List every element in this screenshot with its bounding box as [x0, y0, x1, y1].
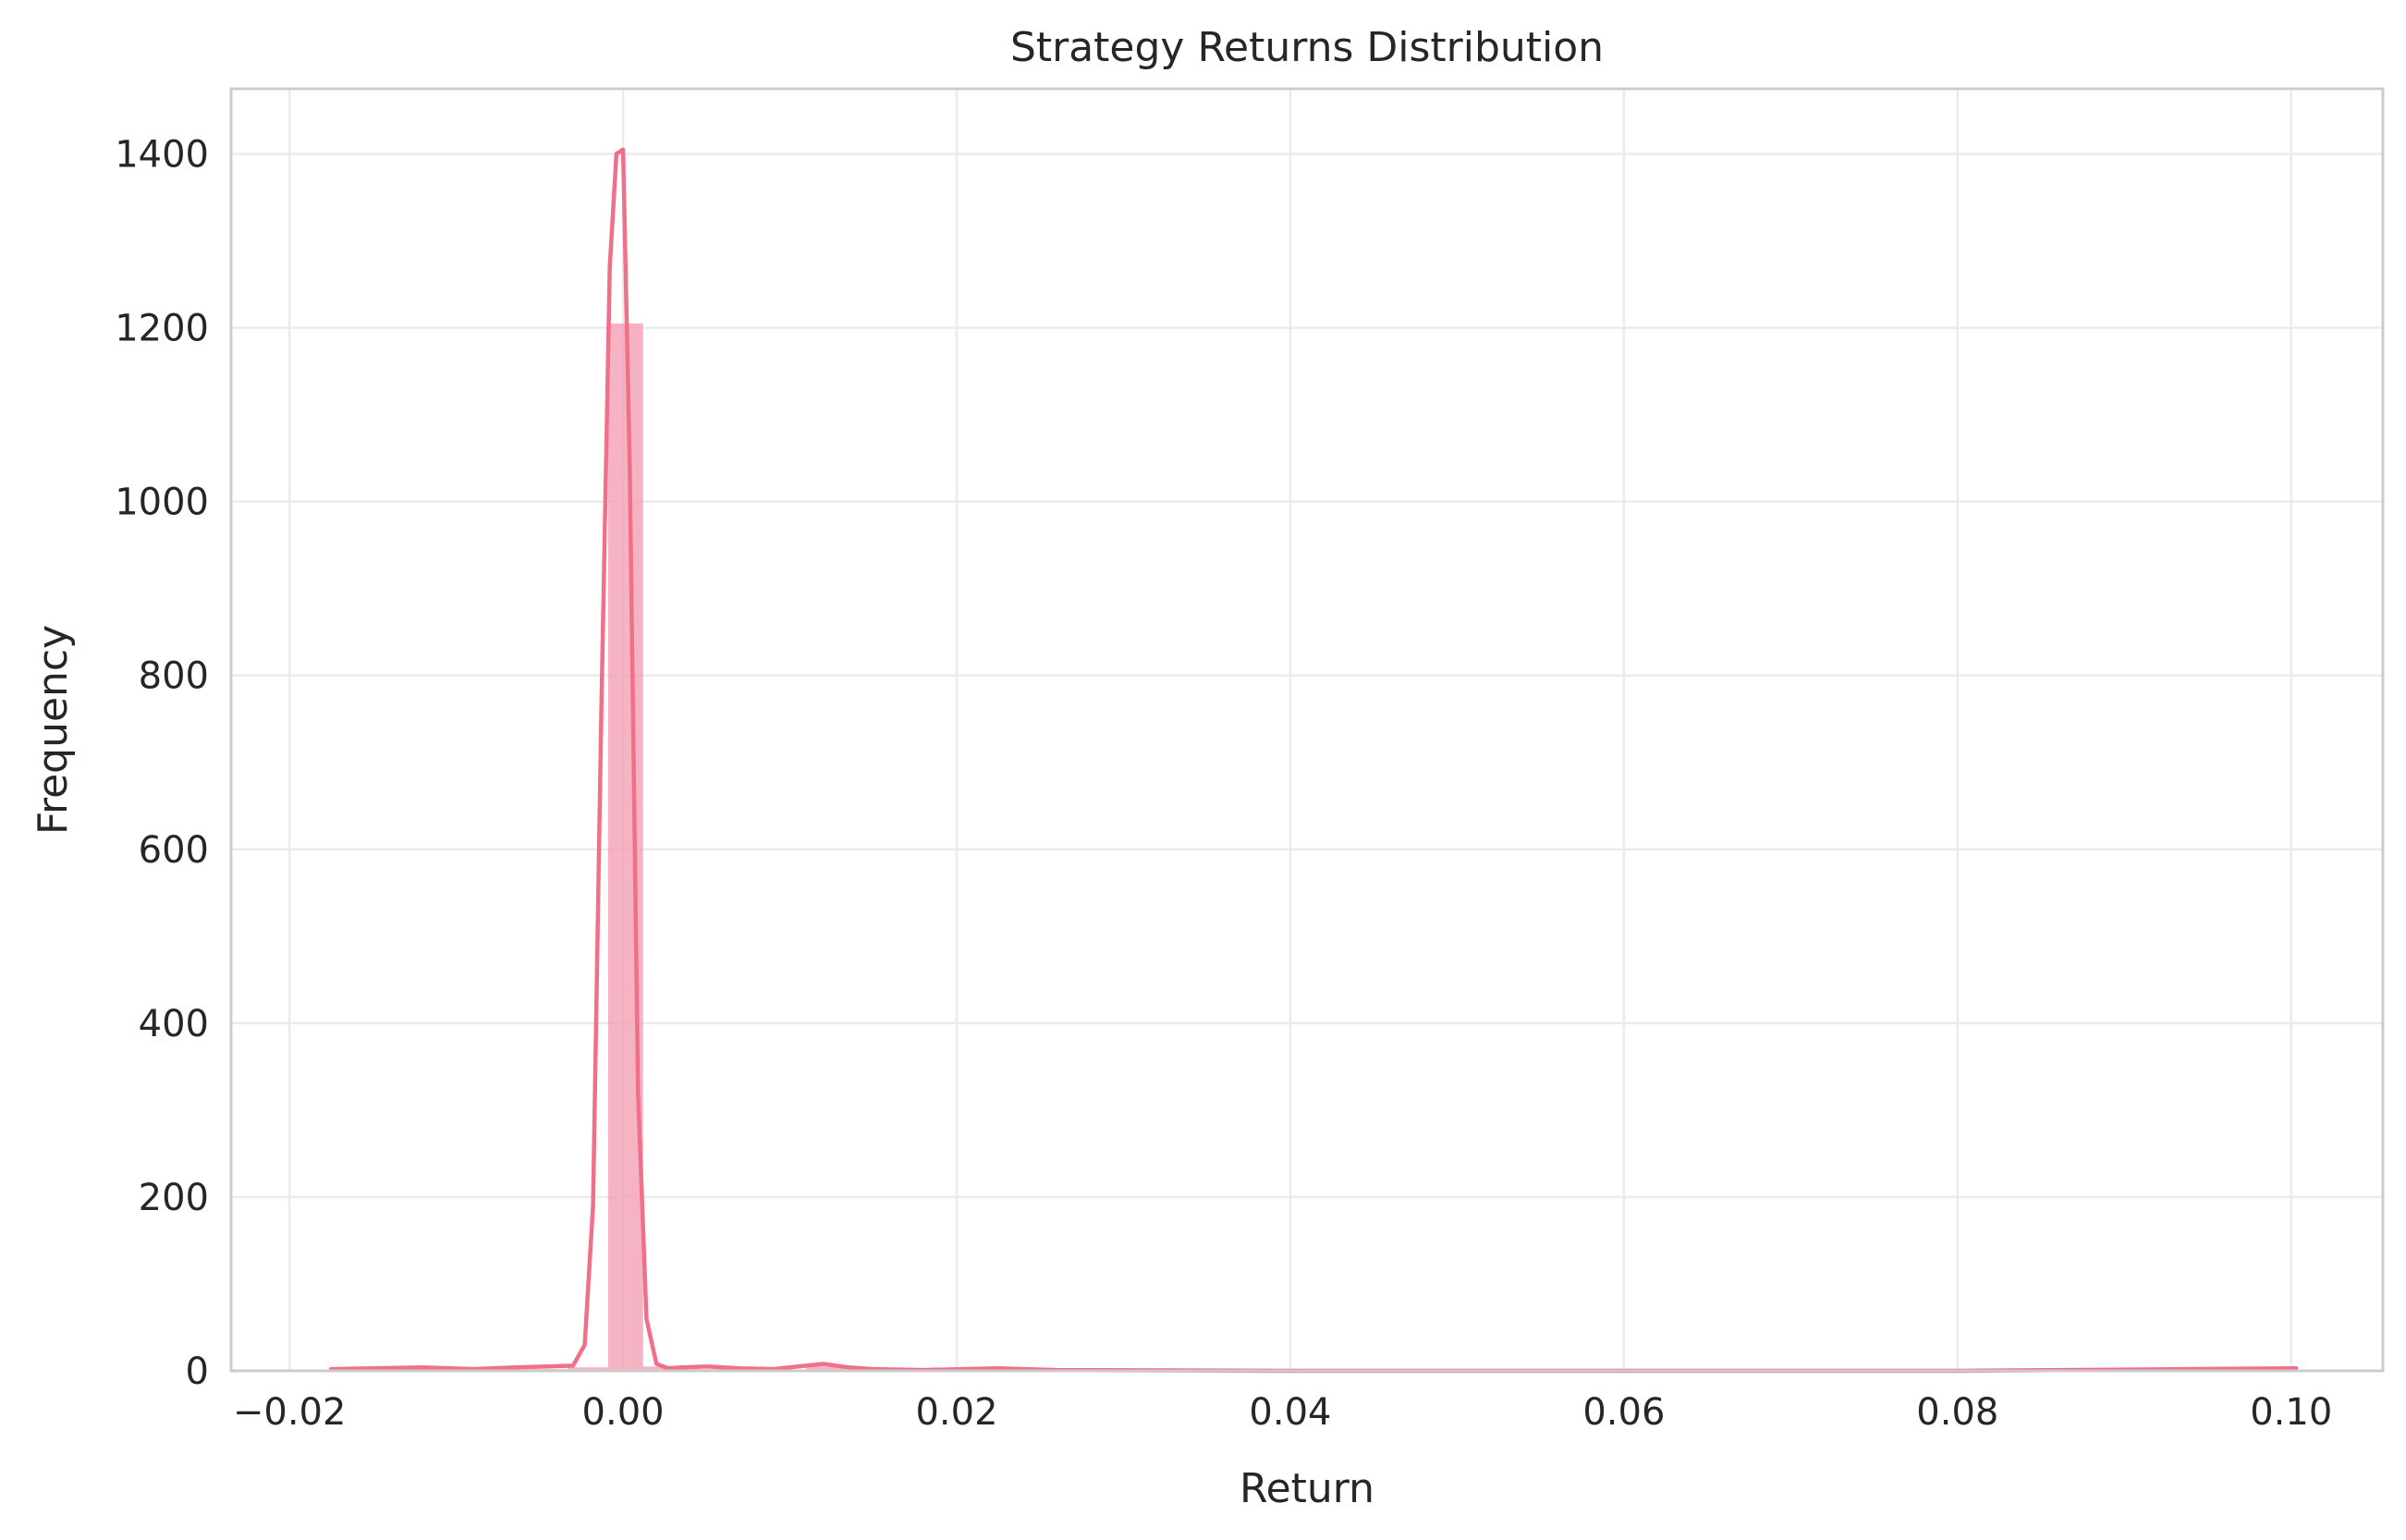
- y-tick-label: 200: [139, 1177, 209, 1219]
- histogram-bars: [331, 323, 2297, 1371]
- y-tick-label: 1200: [115, 308, 209, 350]
- x-tick-label: 0.04: [1249, 1391, 1331, 1434]
- x-tick-label: −0.02: [233, 1391, 347, 1434]
- x-tick-label: 0.10: [2250, 1391, 2332, 1434]
- y-tick-label: 1000: [115, 482, 209, 524]
- chart-title: Strategy Returns Distribution: [1010, 24, 1604, 71]
- y-axis-label: Frequency: [30, 625, 77, 835]
- plot-frame: [229, 87, 2385, 1373]
- x-tick-label: 0.08: [1916, 1391, 1998, 1434]
- x-axis-label: Return: [1240, 1465, 1374, 1512]
- kde-layer: [329, 147, 2299, 1374]
- y-tick-label: 400: [139, 1003, 209, 1045]
- y-tick-label: 800: [139, 655, 209, 698]
- x-tick-label: 0.02: [915, 1391, 997, 1434]
- histogram-bar-11: [806, 1366, 847, 1371]
- x-tick-label: 0.06: [1582, 1391, 1665, 1434]
- grid-layer: [231, 89, 2383, 1373]
- y-tick-label: 600: [139, 829, 209, 872]
- x-tick-labels: −0.02 0.00 0.02 0.04 0.06 0.08 0.10: [233, 1391, 2332, 1434]
- x-tick-label: 0.00: [582, 1391, 665, 1434]
- kde-curve: [329, 147, 2299, 1374]
- histogram-bar-6: [568, 1367, 608, 1371]
- y-tick-label: 0: [186, 1351, 209, 1393]
- y-tick-labels: 0 200 400 600 800 1000 1200 1400: [115, 134, 209, 1393]
- histogram-bar-7: [607, 323, 643, 1371]
- y-tick-label: 1400: [115, 134, 209, 177]
